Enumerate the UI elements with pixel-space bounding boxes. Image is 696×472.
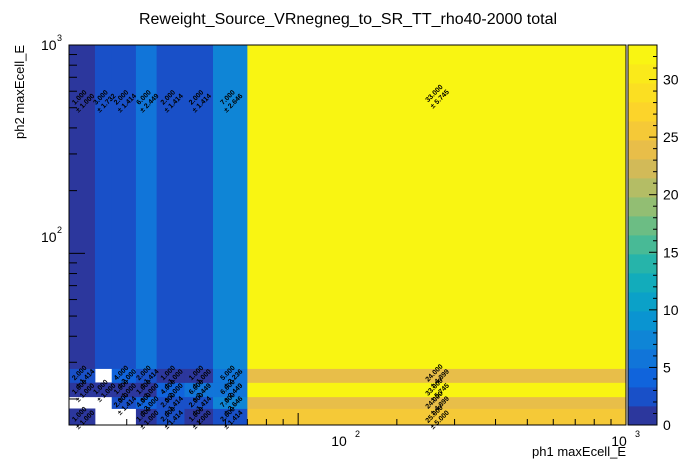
chart-title: Reweight_Source_VRnegneg_to_SR_TT_rho40-… — [139, 11, 557, 28]
y-axis-title: ph2 maxEcell_E — [12, 45, 27, 139]
heatmap-cell — [69, 408, 96, 426]
heatmap-cell — [213, 382, 248, 398]
colorbar — [628, 45, 657, 426]
heatmap-cell — [94, 45, 113, 369]
heatmap-cell — [247, 396, 627, 409]
y-tick-label-100: 10 2 — [41, 225, 62, 245]
heatmap-cell — [111, 396, 137, 409]
heatmap-cell — [213, 368, 248, 383]
colorbar-band — [628, 64, 657, 84]
heatmap-cell — [213, 408, 248, 426]
colorbar-band — [628, 159, 657, 179]
colorbar-band — [628, 178, 657, 198]
y-tick-label-1000: 10 3 — [41, 33, 62, 53]
svg-text:3: 3 — [57, 33, 62, 43]
heatmap-cell — [156, 382, 185, 398]
colorbar-band — [628, 235, 657, 255]
heatmap-cell — [135, 382, 157, 398]
heatmap-cell — [135, 368, 157, 383]
x-axis-ticks — [68, 413, 627, 425]
colorbar-band — [628, 311, 657, 331]
heatmap-cell — [156, 45, 185, 369]
colorbar-band — [628, 45, 657, 65]
colorbar-band — [628, 368, 657, 388]
heatmap-cell — [184, 408, 214, 426]
colorbar-tick-label: 0 — [663, 417, 671, 433]
svg-text:10: 10 — [611, 433, 627, 449]
heatmap-cell — [247, 368, 627, 383]
heatmap-cell — [135, 396, 157, 409]
svg-text:10: 10 — [331, 433, 347, 449]
heatmap-cell — [69, 368, 96, 383]
colorbar-band — [628, 406, 657, 426]
heatmap-cell — [213, 396, 248, 409]
colorbar-tick-label: 15 — [663, 244, 679, 260]
heatmap-cell — [156, 396, 185, 409]
colorbar-tick-label: 30 — [663, 72, 679, 88]
heatmap-cell — [156, 368, 185, 383]
heatmap-cell-labels: 1.000± 1.000 1.000± 1.000 2.000± 1.414 1.00… — [71, 84, 451, 431]
colorbar-band — [628, 102, 657, 122]
heatmap-cell — [184, 368, 214, 383]
colorbar-frame — [627, 44, 658, 426]
heatmap-cell — [184, 45, 214, 369]
heatmap-cell — [247, 408, 627, 426]
heatmap-cells — [69, 45, 627, 426]
plot-frame — [68, 44, 627, 426]
svg-text:10: 10 — [41, 229, 57, 245]
colorbar-band — [628, 216, 657, 236]
colorbar-tick-label: 10 — [663, 302, 679, 318]
heatmap-cell — [213, 45, 248, 369]
colorbar-band — [628, 254, 657, 274]
heatmap-cell — [184, 396, 214, 409]
colorbar-band — [628, 387, 657, 407]
svg-text:2: 2 — [57, 225, 62, 235]
heatmap-cell — [69, 45, 96, 369]
colorbar-band — [628, 349, 657, 369]
svg-text:10: 10 — [41, 37, 57, 53]
colorbar-tick-label: 25 — [663, 129, 679, 145]
colorbar-band — [628, 330, 657, 350]
heatmap-cell — [247, 382, 627, 398]
colorbar-band — [628, 197, 657, 217]
svg-text:2: 2 — [355, 429, 360, 439]
heatmap-cell — [94, 382, 113, 398]
colorbar-ticks: 0 5 10 15 20 25 30 — [649, 44, 679, 433]
colorbar-band — [628, 292, 657, 312]
heatmap-cell — [111, 45, 137, 369]
y-axis-ticks — [69, 44, 85, 400]
heatmap-cell — [135, 45, 157, 369]
x-tick-label-100: 10 2 — [331, 429, 360, 449]
x-tick-label-1000: 10 3 — [611, 429, 640, 449]
heatmap-cell — [111, 368, 137, 383]
heatmap-cell — [247, 45, 627, 369]
heatmap-cell — [69, 382, 96, 398]
colorbar-band — [628, 273, 657, 293]
colorbar-band — [628, 121, 657, 141]
colorbar-tick-label: 20 — [663, 187, 679, 203]
heatmap-cell — [111, 382, 137, 398]
colorbar-band — [628, 140, 657, 160]
colorbar-tick-label: 5 — [663, 359, 671, 375]
svg-text:3: 3 — [635, 429, 640, 439]
heatmap-cell — [184, 382, 214, 398]
colorbar-band — [628, 83, 657, 103]
heatmap-cell — [156, 408, 185, 426]
x-axis-title: ph1 maxEcell_E — [532, 444, 626, 459]
heatmap-cell — [135, 408, 157, 426]
